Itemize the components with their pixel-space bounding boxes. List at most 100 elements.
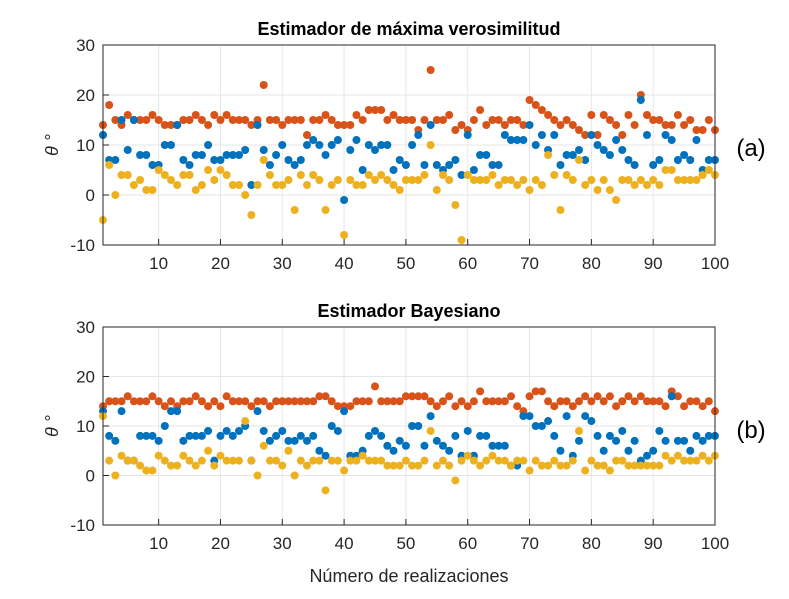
panel-b-series-3-point — [377, 456, 386, 465]
panel-a-series-3-point — [284, 176, 293, 184]
panel-a-series-1-point — [519, 121, 528, 129]
panel-b-x-tick-label: 70 — [520, 534, 539, 553]
panel-b-series-2-point — [259, 426, 268, 435]
panel-b-series-2-point — [605, 431, 614, 440]
panel-b-series-2-point — [630, 436, 639, 445]
panel-b-series-3-point — [531, 456, 540, 465]
panel-b-series-3-point — [426, 426, 435, 435]
panel-a-series-1-point — [655, 116, 664, 124]
panel-a-series-1-point — [204, 121, 213, 129]
panel-b-series-2-point — [154, 436, 163, 445]
panel-b-series-3-point — [432, 461, 441, 470]
panel-b-series-2-point — [197, 431, 206, 440]
panel-a-series-1-point — [531, 101, 540, 109]
panel-b-series-2-point — [235, 426, 243, 435]
panel-a-series-2-point — [426, 121, 435, 129]
panel-b-series-3-point — [692, 456, 701, 465]
panel-a-series-1-point — [420, 116, 429, 124]
panel-b-series-1-point — [513, 402, 522, 411]
panel-a-series-2-point — [235, 151, 243, 159]
panel-a-series-2-point — [581, 156, 590, 164]
panel-b-series-2-point — [680, 436, 689, 445]
panel-b-series-1-point — [556, 397, 565, 406]
panel-b-x-tick-label: 90 — [644, 534, 663, 553]
panel-b-series-3-point — [315, 456, 324, 465]
panel-a-series-3-point — [383, 176, 392, 184]
panel-a-series-1-point — [624, 111, 633, 119]
panel-b-series-3-point — [228, 456, 237, 465]
panel-a-series-3-point — [377, 171, 386, 179]
panel-a-label: (a) — [736, 135, 765, 162]
panel-b-series-3-point — [507, 461, 515, 470]
panel-a-series-2-point — [204, 141, 213, 149]
panel-a-series-3-point — [129, 181, 138, 189]
panel-a-ylabel: θ ° — [42, 134, 62, 156]
panel-a-series-2-point — [661, 131, 670, 139]
panel-a-series-2-point — [568, 151, 577, 159]
panel-a-series-1-point — [191, 111, 200, 119]
panel-b-x-tick-label: 50 — [396, 534, 415, 553]
panel-b-series-1-point — [371, 382, 379, 391]
panel-a-series-2-point — [476, 151, 485, 159]
panel-b-series-3-point — [643, 461, 651, 470]
panel-b-series-1-point — [111, 397, 120, 406]
panel-a-x-tick-label: 30 — [273, 254, 292, 273]
panel-b-series-1-point — [235, 397, 243, 406]
panel-a-series-2-point — [562, 151, 571, 159]
panel-b-series-3-point — [612, 456, 621, 465]
panel-b-series-1-point — [210, 397, 219, 406]
panel-a-series-3-point — [272, 181, 281, 189]
panel-b-series-3-point — [352, 456, 361, 465]
panel-b-series-1-point — [259, 397, 268, 406]
panel-a-series-3-point — [315, 176, 324, 184]
panel-a-series-3-point — [587, 176, 596, 184]
panel-a-series-1-point — [136, 116, 145, 124]
panel-b-series-1-point — [451, 402, 460, 411]
panel-a-series-1-point — [377, 106, 386, 114]
panel-a-series-3-point — [562, 171, 571, 179]
panel-b-series-1-point — [469, 397, 478, 406]
panel-b: Estimador Bayesiano θ ° (b) Número de re… — [42, 301, 766, 586]
panel-a-series-3-point — [210, 176, 219, 184]
panel-a-series-3-point — [692, 176, 701, 184]
panel-b-series-3-point — [463, 451, 472, 460]
panel-b-series-3-point — [445, 461, 454, 470]
panel-a-series-1-point — [605, 116, 614, 124]
panel-a-series-2-point — [420, 161, 429, 169]
panel-a-series-3-point — [395, 186, 404, 194]
panel-a-series-3-point — [599, 176, 608, 184]
panel-a-series-3-point — [581, 181, 590, 189]
panel-a-series-3-point — [624, 176, 633, 184]
panel-a-series-3-point — [643, 181, 651, 189]
panel-a-series-2-point — [197, 151, 206, 159]
panel-a-series-2-point — [129, 116, 138, 124]
panel-a-series-2-point — [408, 141, 417, 149]
panel-a-series-1-point — [216, 116, 225, 124]
panel-a-series-1-point — [358, 116, 367, 124]
panel-a-series-3-point — [278, 181, 287, 189]
panel-a-series-1-point — [315, 116, 324, 124]
panel-a-series-2-point — [686, 156, 695, 164]
panel-b-series-3-point — [420, 456, 429, 465]
panel-a-series-3-point — [352, 181, 361, 189]
panel-b-series-2-point — [649, 446, 658, 455]
panel-b-series-1-point — [309, 397, 318, 406]
panel-b-series-2-point — [612, 436, 621, 445]
panel-b-series-1-point — [618, 397, 627, 406]
panel-b-series-3-point — [618, 456, 627, 465]
panel-b-series-1-point — [605, 392, 614, 401]
panel-b-series-3-point — [568, 456, 577, 465]
panel-b-xlabel: Número de realizaciones — [309, 566, 508, 586]
panel-b-series-2-point — [537, 422, 546, 430]
panel-b-series-3-point — [482, 456, 491, 465]
panel-a-series-3-point — [303, 181, 311, 189]
panel-b-series-3-point — [500, 456, 509, 465]
panel-a-series-2-point — [371, 146, 379, 154]
panel-b-series-2-point — [340, 407, 349, 416]
panel-a-series-2-point — [228, 151, 237, 159]
panel-a-series-2-point — [463, 131, 472, 139]
panel-a-series-3-point — [550, 171, 559, 179]
panel-b-series-1-point — [358, 397, 367, 406]
panel-a-series-2-point — [309, 136, 318, 144]
panel-a-series-1-point — [482, 121, 491, 129]
